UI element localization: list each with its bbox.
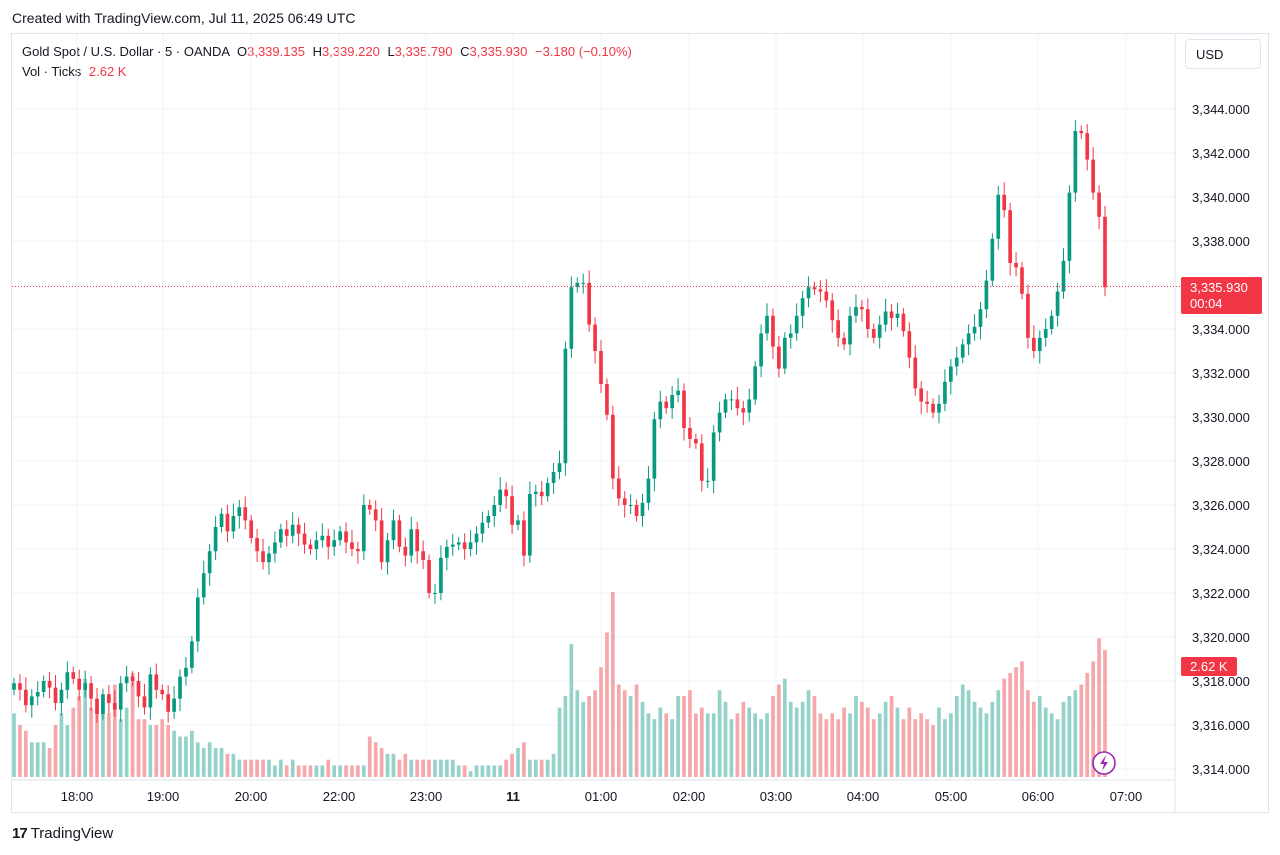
footer-brand[interactable]: 17 TradingView (12, 825, 113, 842)
low-value: 3,335.790 (394, 44, 453, 59)
volume-value: 2.62 K (88, 64, 127, 79)
volume-legend: Vol · Ticks 2.62 K (22, 64, 126, 79)
close-label: C (460, 44, 470, 59)
brand-name: TradingView (30, 825, 114, 842)
close-value: 3,335.930 (469, 44, 528, 59)
currency-button[interactable]: USD (1185, 39, 1261, 69)
created-with-caption: Created with TradingView.com, Jul 11, 20… (12, 10, 356, 26)
open-value: 3,339.135 (247, 44, 305, 59)
ohlc-legend: Gold Spot / U.S. Dollar · 5 · OANDA O3,3… (22, 44, 632, 59)
high-value: 3,339.220 (321, 44, 380, 59)
symbol-description[interactable]: Gold Spot / U.S. Dollar · 5 · OANDA (22, 44, 230, 59)
low-label: L (387, 44, 395, 59)
volume-label[interactable]: Vol · Ticks (22, 64, 82, 79)
change-value: −3.180 (−0.10%) (535, 44, 632, 59)
open-label: O (236, 44, 248, 59)
tradingview-logo-icon: 17 (12, 825, 28, 842)
chart-frame[interactable] (11, 33, 1269, 813)
high-label: H (312, 44, 322, 59)
